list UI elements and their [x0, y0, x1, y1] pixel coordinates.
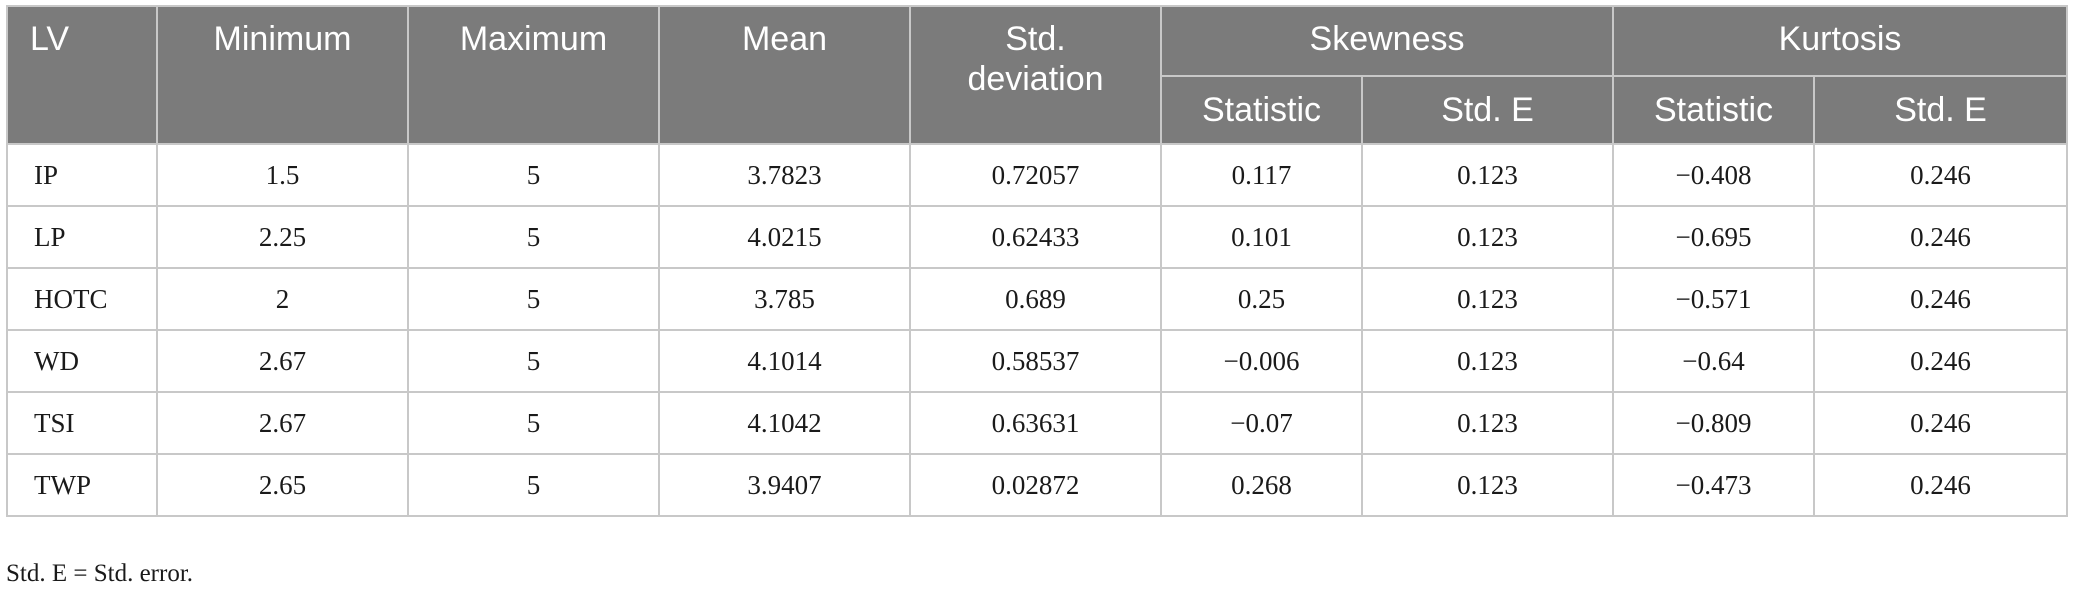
cell-std-deviation: 0.02872 [909, 453, 1162, 517]
cell-kurtosis-statistic: −0.695 [1612, 205, 1815, 269]
cell-maximum: 5 [407, 391, 660, 455]
header-skewness: Skewness [1160, 5, 1614, 77]
cell-skewness-statistic: 0.117 [1160, 143, 1363, 207]
cell-skewness-std-e: 0.123 [1361, 329, 1614, 393]
cell-lv: TWP [6, 453, 158, 517]
cell-kurtosis-std-e: 0.246 [1812, 143, 2069, 207]
header-skewness-std-e: Std. E [1361, 75, 1614, 145]
cell-mean: 3.7823 [658, 143, 911, 207]
cell-mean: 4.1042 [658, 391, 911, 455]
cell-kurtosis-std-e: 0.246 [1812, 391, 2069, 455]
cell-std-deviation: 0.72057 [909, 143, 1162, 207]
cell-mean: 4.0215 [658, 205, 911, 269]
table-footnote: Std. E = Std. error. [6, 560, 194, 587]
cell-minimum: 2.25 [156, 205, 409, 269]
header-std-deviation: Std. deviation [909, 5, 1162, 145]
cell-kurtosis-statistic: −0.408 [1612, 143, 1815, 207]
cell-skewness-statistic: 0.268 [1160, 453, 1363, 517]
table-body: IP 1.5 5 3.7823 0.72057 0.117 0.123 −0.4… [6, 143, 2069, 517]
header-minimum: Minimum [156, 5, 409, 145]
header-mean: Mean [658, 5, 911, 145]
cell-skewness-statistic: 0.25 [1160, 267, 1363, 331]
cell-skewness-std-e: 0.123 [1361, 205, 1614, 269]
cell-skewness-std-e: 0.123 [1361, 143, 1614, 207]
cell-minimum: 2.67 [156, 329, 409, 393]
table-row: TWP 2.65 5 3.9407 0.02872 0.268 0.123 −0… [6, 453, 2069, 517]
cell-minimum: 1.5 [156, 143, 409, 207]
cell-kurtosis-std-e: 0.246 [1812, 329, 2069, 393]
cell-minimum: 2.67 [156, 391, 409, 455]
cell-kurtosis-std-e: 0.246 [1812, 205, 2069, 269]
cell-kurtosis-std-e: 0.246 [1812, 267, 2069, 331]
cell-skewness-statistic: 0.101 [1160, 205, 1363, 269]
cell-maximum: 5 [407, 453, 660, 517]
table-row: LP 2.25 5 4.0215 0.62433 0.101 0.123 −0.… [6, 205, 2069, 269]
cell-lv: WD [6, 329, 158, 393]
cell-skewness-std-e: 0.123 [1361, 453, 1614, 517]
cell-lv: LP [6, 205, 158, 269]
cell-kurtosis-statistic: −0.473 [1612, 453, 1815, 517]
cell-skewness-std-e: 0.123 [1361, 267, 1614, 331]
cell-std-deviation: 0.58537 [909, 329, 1162, 393]
header-skewness-statistic: Statistic [1160, 75, 1363, 145]
cell-lv: TSI [6, 391, 158, 455]
header-maximum: Maximum [407, 5, 660, 145]
cell-std-deviation: 0.689 [909, 267, 1162, 331]
cell-mean: 3.785 [658, 267, 911, 331]
header-kurtosis: Kurtosis [1611, 5, 2069, 77]
cell-mean: 4.1014 [658, 329, 911, 393]
header-kurtosis-std-e: Std. E [1812, 75, 2069, 145]
cell-kurtosis-statistic: −0.571 [1612, 267, 1815, 331]
cell-std-deviation: 0.62433 [909, 205, 1162, 269]
cell-lv: IP [6, 143, 158, 207]
header-std-deviation-line2: deviation [967, 60, 1104, 98]
cell-lv: HOTC [6, 267, 158, 331]
cell-maximum: 5 [407, 205, 660, 269]
table-row: HOTC 2 5 3.785 0.689 0.25 0.123 −0.571 0… [6, 267, 2069, 331]
cell-kurtosis-std-e: 0.246 [1812, 453, 2069, 517]
header-std-deviation-line1: Std. [1005, 20, 1066, 58]
table-row: WD 2.67 5 4.1014 0.58537 −0.006 0.123 −0… [6, 329, 2069, 393]
cell-kurtosis-statistic: −0.809 [1612, 391, 1815, 455]
cell-maximum: 5 [407, 143, 660, 207]
cell-skewness-std-e: 0.123 [1361, 391, 1614, 455]
descriptive-stats-table-container: LV Minimum Maximum Mean Std. deviation S… [6, 5, 2069, 517]
table-row: IP 1.5 5 3.7823 0.72057 0.117 0.123 −0.4… [6, 143, 2069, 207]
cell-std-deviation: 0.63631 [909, 391, 1162, 455]
descriptive-stats-table: LV Minimum Maximum Mean Std. deviation S… [6, 5, 2069, 517]
header-kurtosis-statistic: Statistic [1612, 75, 1815, 145]
table-row: TSI 2.67 5 4.1042 0.63631 −0.07 0.123 −0… [6, 391, 2069, 455]
cell-mean: 3.9407 [658, 453, 911, 517]
cell-kurtosis-statistic: −0.64 [1612, 329, 1815, 393]
header-lv: LV [6, 5, 158, 145]
cell-skewness-statistic: −0.07 [1160, 391, 1363, 455]
cell-maximum: 5 [407, 329, 660, 393]
cell-maximum: 5 [407, 267, 660, 331]
cell-minimum: 2 [156, 267, 409, 331]
cell-skewness-statistic: −0.006 [1160, 329, 1363, 393]
table-header: LV Minimum Maximum Mean Std. deviation S… [6, 5, 2069, 145]
cell-minimum: 2.65 [156, 453, 409, 517]
